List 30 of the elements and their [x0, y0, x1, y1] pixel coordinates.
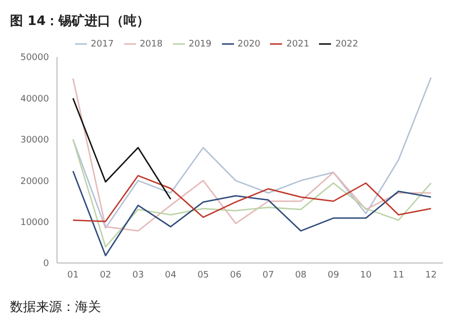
x-tick-label: 12 — [425, 270, 437, 280]
x-tick-label: 02 — [100, 270, 112, 280]
x-tick-label: 07 — [262, 270, 274, 280]
x-tick-label: 04 — [164, 270, 177, 280]
x-tick-label: 08 — [295, 270, 307, 280]
y-tick-label: 30000 — [20, 136, 50, 146]
legend-label: 2017 — [90, 39, 114, 50]
y-tick-label: 20000 — [20, 176, 50, 187]
x-tick-label: 05 — [197, 270, 209, 280]
line-series — [72, 98, 172, 200]
x-tick-label: 01 — [67, 270, 79, 280]
legend-label: 2021 — [286, 39, 310, 50]
y-tick-label: 50000 — [20, 53, 50, 64]
legend-label: 2018 — [140, 39, 163, 50]
x-tick-label: 09 — [328, 270, 340, 280]
legend-label: 2019 — [188, 39, 212, 50]
line-series — [72, 170, 432, 256]
y-tick-label: 0 — [43, 259, 50, 270]
line-series — [72, 138, 432, 248]
y-tick-label: 40000 — [20, 94, 50, 104]
y-tick-label: 10000 — [20, 218, 50, 228]
x-tick-label: 10 — [360, 270, 372, 280]
legend-label: 2022 — [335, 39, 358, 50]
x-tick-label: 03 — [132, 270, 144, 280]
x-tick-label: 11 — [392, 270, 404, 280]
source-note: 数据来源：海关 — [10, 299, 101, 316]
legend-label: 2020 — [238, 39, 260, 50]
x-tick-label: 06 — [230, 270, 242, 280]
line-series — [72, 174, 432, 222]
chart-title: 图 14：锡矿进口（吨） — [10, 12, 150, 30]
